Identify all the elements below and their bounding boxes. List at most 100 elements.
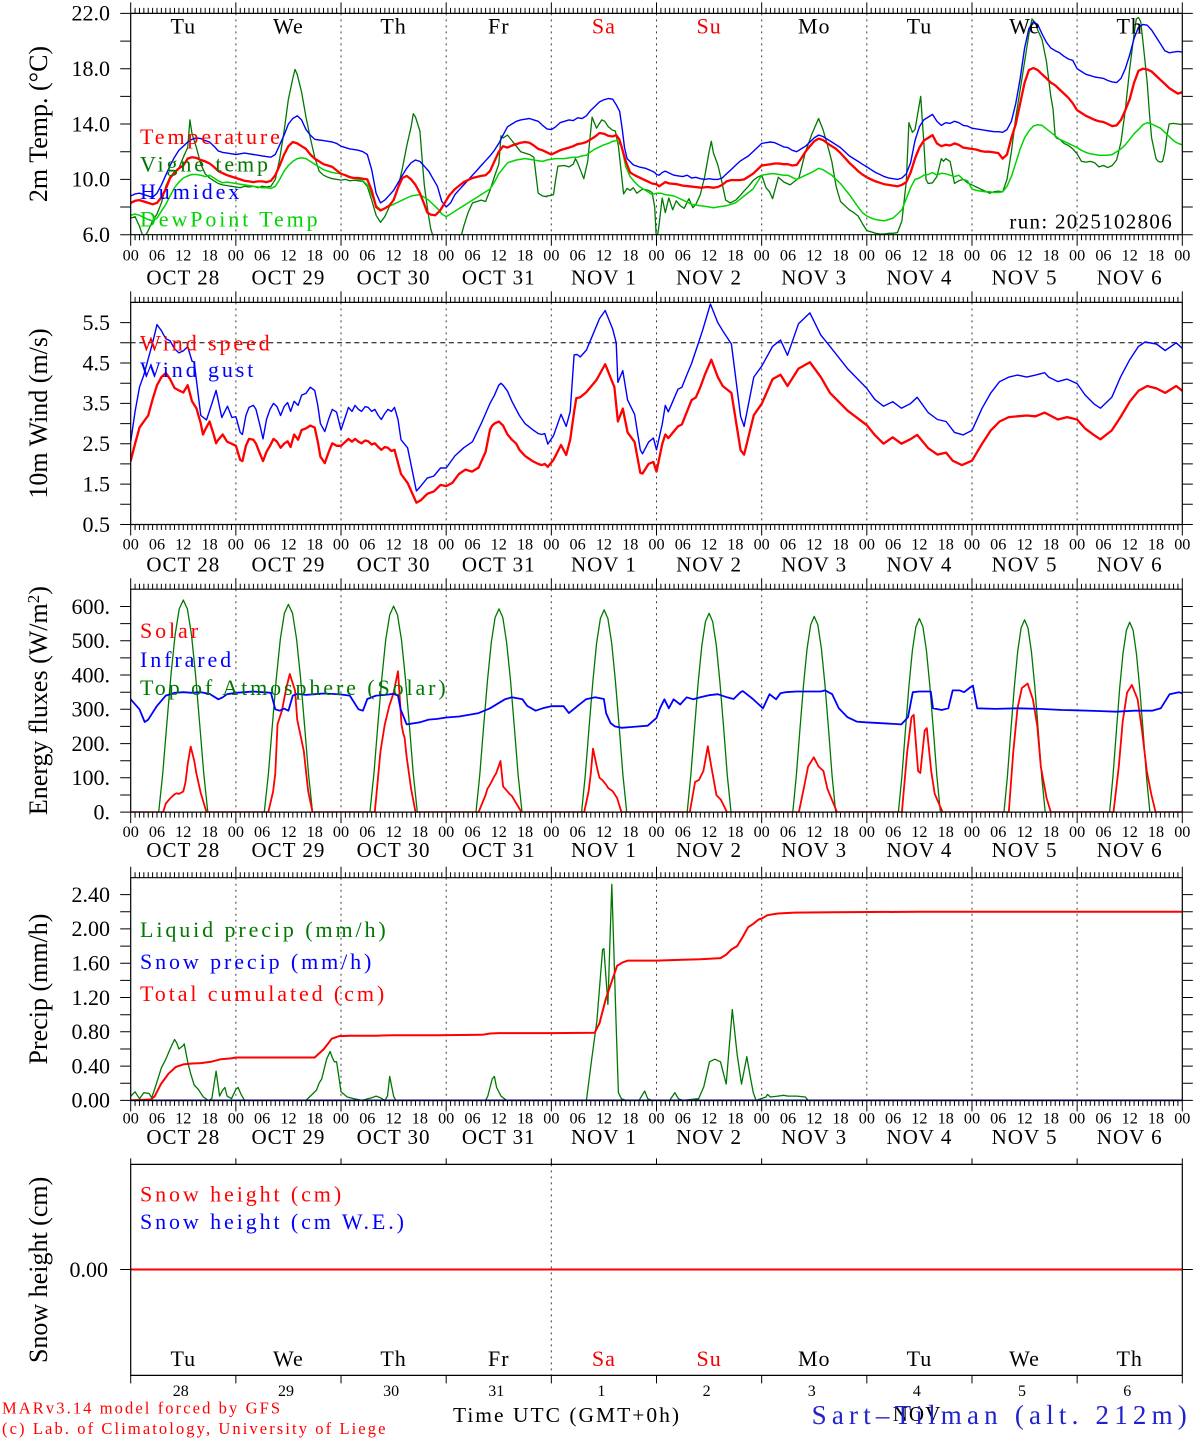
svg-text:OCT 28: OCT 28 xyxy=(146,838,220,862)
svg-text:We: We xyxy=(273,14,304,39)
svg-text:12: 12 xyxy=(1122,1110,1138,1128)
svg-text:10.0: 10.0 xyxy=(72,167,111,192)
svg-text:500.: 500. xyxy=(72,628,111,653)
svg-text:00: 00 xyxy=(228,1110,244,1128)
svg-text:06: 06 xyxy=(254,247,270,265)
svg-text:0.80: 0.80 xyxy=(72,1019,111,1044)
svg-text:12: 12 xyxy=(701,823,717,841)
svg-text:06: 06 xyxy=(359,1110,375,1128)
svg-text:18: 18 xyxy=(412,823,428,841)
svg-text:OCT 29: OCT 29 xyxy=(252,553,326,577)
svg-text:Su: Su xyxy=(696,1346,721,1371)
svg-text:Total cumulated (cm): Total cumulated (cm) xyxy=(140,981,387,1006)
svg-text:NOV: NOV xyxy=(893,1402,942,1426)
svg-text:12: 12 xyxy=(806,1110,822,1128)
svg-text:00: 00 xyxy=(648,536,664,554)
svg-text:00: 00 xyxy=(754,536,770,554)
svg-text:06: 06 xyxy=(885,823,901,841)
svg-text:Wind speed: Wind speed xyxy=(140,331,273,356)
svg-text:00: 00 xyxy=(438,536,454,554)
svg-text:NOV 6: NOV 6 xyxy=(1097,838,1163,862)
svg-text:18: 18 xyxy=(517,247,533,265)
svg-text:Th: Th xyxy=(380,1346,406,1371)
svg-text:run: 2025102806: run: 2025102806 xyxy=(1009,210,1173,234)
svg-text:00: 00 xyxy=(438,823,454,841)
svg-text:12: 12 xyxy=(386,1110,402,1128)
svg-text:We: We xyxy=(1009,14,1040,39)
svg-text:06: 06 xyxy=(254,536,270,554)
svg-text:00: 00 xyxy=(1069,823,1085,841)
svg-text:00: 00 xyxy=(123,247,139,265)
svg-text:OCT 28: OCT 28 xyxy=(146,1125,220,1149)
svg-text:12: 12 xyxy=(1016,823,1032,841)
svg-text:200.: 200. xyxy=(72,731,111,756)
svg-text:Energy fluxes (W/m2): Energy fluxes (W/m2) xyxy=(24,586,53,815)
svg-text:18: 18 xyxy=(201,823,217,841)
svg-text:06: 06 xyxy=(359,536,375,554)
svg-text:OCT 31: OCT 31 xyxy=(462,838,536,862)
svg-text:NOV 1: NOV 1 xyxy=(571,838,637,862)
svg-text:00: 00 xyxy=(964,1110,980,1128)
svg-text:NOV 1: NOV 1 xyxy=(571,553,637,577)
svg-text:00: 00 xyxy=(123,536,139,554)
svg-text:18: 18 xyxy=(1043,823,1059,841)
svg-text:Mo: Mo xyxy=(798,1346,831,1371)
svg-text:00: 00 xyxy=(228,823,244,841)
svg-text:00: 00 xyxy=(1174,247,1190,265)
svg-text:600.: 600. xyxy=(72,594,111,619)
svg-text:0.5: 0.5 xyxy=(83,512,111,537)
svg-text:OCT 31: OCT 31 xyxy=(462,266,536,290)
svg-text:00: 00 xyxy=(438,1110,454,1128)
svg-text:NOV 3: NOV 3 xyxy=(781,553,847,577)
svg-text:18: 18 xyxy=(201,1110,217,1128)
svg-text:18: 18 xyxy=(727,823,743,841)
svg-text:06: 06 xyxy=(1095,1110,1111,1128)
svg-text:NOV 4: NOV 4 xyxy=(886,1125,952,1149)
svg-text:Th: Th xyxy=(1116,1346,1142,1371)
svg-text:NOV 5: NOV 5 xyxy=(992,838,1058,862)
svg-text:18: 18 xyxy=(938,823,954,841)
svg-text:06: 06 xyxy=(149,1110,165,1128)
svg-text:12: 12 xyxy=(596,536,612,554)
svg-text:18: 18 xyxy=(412,536,428,554)
svg-text:06: 06 xyxy=(1095,247,1111,265)
svg-text:18: 18 xyxy=(832,1110,848,1128)
svg-text:OCT 29: OCT 29 xyxy=(252,838,326,862)
svg-text:00: 00 xyxy=(754,823,770,841)
svg-text:18: 18 xyxy=(1043,536,1059,554)
svg-text:0.40: 0.40 xyxy=(72,1053,111,1078)
svg-text:0.: 0. xyxy=(94,799,111,824)
svg-text:06: 06 xyxy=(570,823,586,841)
svg-text:12: 12 xyxy=(806,823,822,841)
svg-text:NOV 5: NOV 5 xyxy=(992,1125,1058,1149)
svg-text:00: 00 xyxy=(1069,536,1085,554)
svg-text:31: 31 xyxy=(488,1383,504,1400)
svg-text:12: 12 xyxy=(175,1110,191,1128)
svg-text:1.20: 1.20 xyxy=(72,985,111,1010)
svg-text:Snow height (cm): Snow height (cm) xyxy=(24,1177,53,1363)
svg-text:NOV 3: NOV 3 xyxy=(781,266,847,290)
svg-text:1.5: 1.5 xyxy=(83,471,111,496)
svg-text:NOV 1: NOV 1 xyxy=(571,266,637,290)
svg-text:2: 2 xyxy=(703,1383,711,1400)
svg-text:12: 12 xyxy=(280,247,296,265)
svg-text:12: 12 xyxy=(491,1110,507,1128)
svg-text:18: 18 xyxy=(832,536,848,554)
svg-text:00: 00 xyxy=(1174,536,1190,554)
svg-text:18: 18 xyxy=(307,247,323,265)
svg-text:12: 12 xyxy=(280,1110,296,1128)
svg-text:MARv3.14 model forced by GFS: MARv3.14 model forced by GFS xyxy=(2,1399,282,1418)
svg-text:18: 18 xyxy=(938,247,954,265)
svg-text:18: 18 xyxy=(622,536,638,554)
svg-text:12: 12 xyxy=(491,536,507,554)
svg-text:30: 30 xyxy=(383,1383,399,1400)
svg-text:OCT 31: OCT 31 xyxy=(462,553,536,577)
svg-text:06: 06 xyxy=(675,823,691,841)
svg-text:06: 06 xyxy=(149,823,165,841)
svg-text:18: 18 xyxy=(727,536,743,554)
svg-text:00: 00 xyxy=(333,1110,349,1128)
svg-text:06: 06 xyxy=(780,247,796,265)
svg-text:06: 06 xyxy=(780,536,796,554)
svg-text:18: 18 xyxy=(938,1110,954,1128)
svg-text:NOV 2: NOV 2 xyxy=(676,266,742,290)
